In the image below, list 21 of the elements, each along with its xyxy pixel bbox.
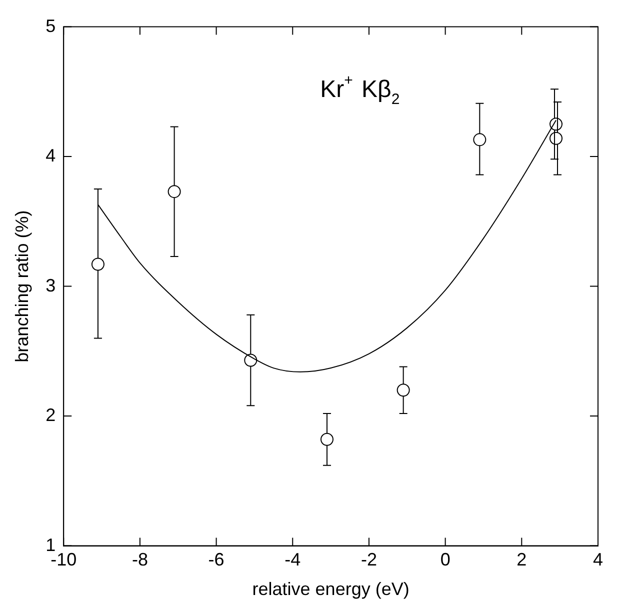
y-tick-label: 4	[46, 146, 56, 166]
point	[550, 118, 563, 131]
x-tick-label: 0	[440, 550, 450, 570]
x-tick-label: -8	[132, 550, 148, 570]
point	[244, 354, 258, 367]
point	[91, 258, 104, 271]
y-tick-label: 3	[46, 275, 56, 296]
x-tick-label: 4	[592, 550, 604, 570]
x-tick-label: -2	[360, 550, 377, 570]
y-axis-title: branching ratio (%)	[12, 210, 32, 362]
y-tick-label: 2	[46, 405, 56, 426]
point	[396, 384, 410, 397]
x-tick-label: 2	[516, 550, 527, 570]
point	[320, 432, 334, 446]
point	[550, 132, 563, 145]
x-axis-title: relative energy (eV)	[252, 579, 410, 600]
point	[473, 133, 486, 146]
x-tick-label: -4	[284, 550, 301, 570]
y-tick-label: 5	[46, 16, 56, 36]
x-tick-label: -6	[208, 550, 224, 570]
point	[168, 185, 181, 198]
